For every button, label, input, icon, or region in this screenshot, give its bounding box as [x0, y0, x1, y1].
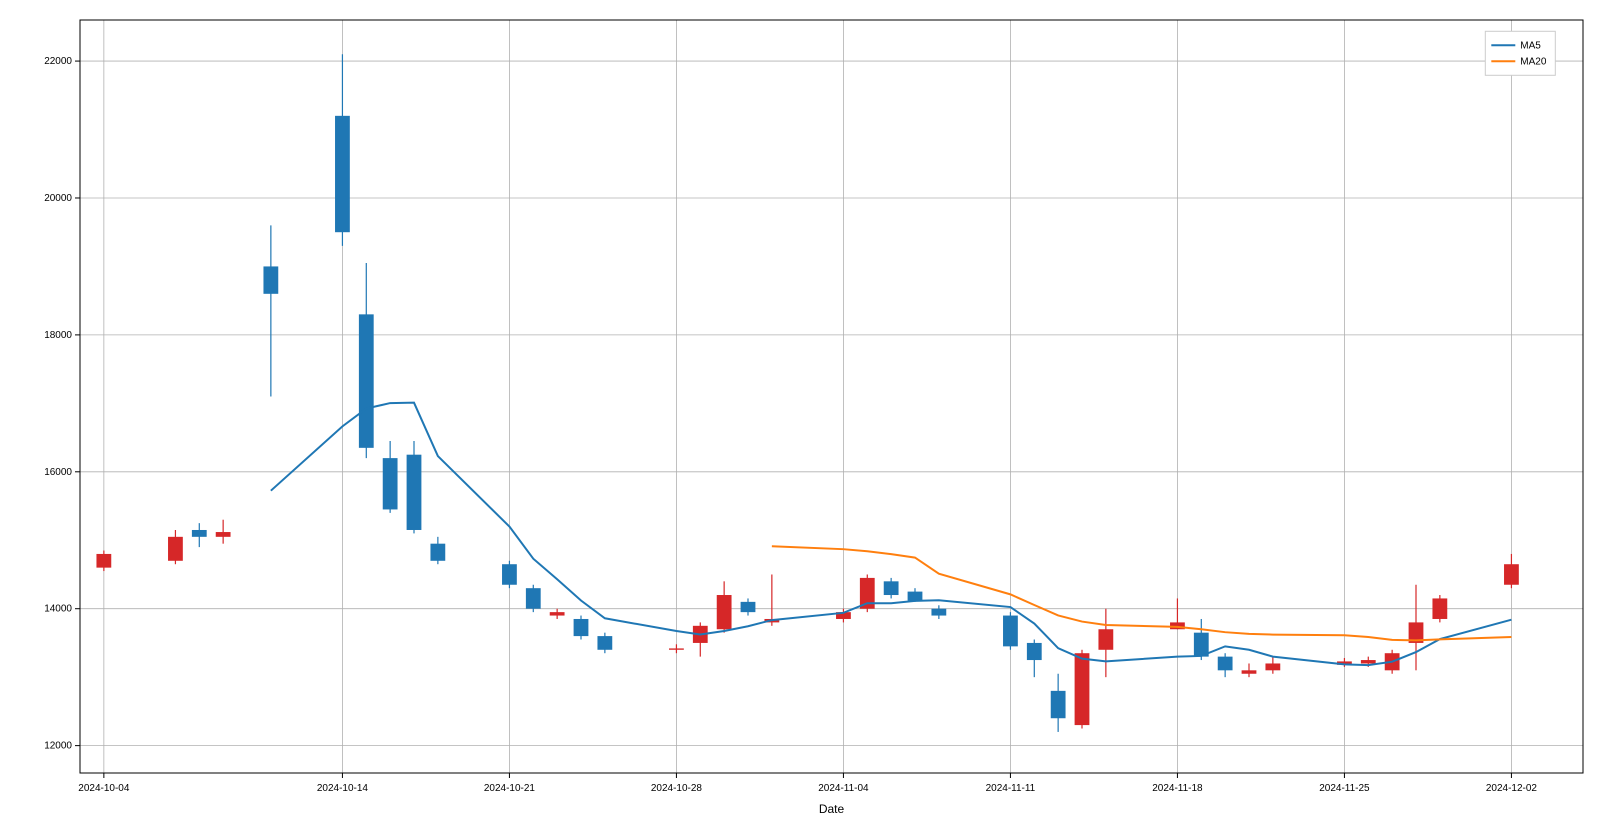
x-tick-label: 2024-10-04: [78, 783, 130, 794]
candle-body: [216, 532, 231, 537]
candle-body: [1242, 670, 1257, 673]
candle-body: [359, 314, 374, 447]
candle-body: [1003, 616, 1018, 647]
y-tick-label: 16000: [44, 467, 72, 478]
candlestick-chart: 12000 14000 16000 18000 20000 22000 2024-10-04…: [0, 0, 1623, 833]
candle-body: [741, 602, 756, 612]
candle-body: [1051, 691, 1066, 718]
candle-body: [407, 455, 422, 530]
y-tick-label: 18000: [44, 330, 72, 341]
legend: MA5 MA20: [1485, 31, 1555, 75]
candle-body: [1361, 660, 1376, 663]
chart-container: 12000 14000 16000 18000 20000 22000 2024-10-04…: [0, 0, 1623, 833]
candle-body: [1027, 643, 1042, 660]
candle-body: [1265, 663, 1280, 670]
candle-body: [931, 609, 946, 616]
candle-body: [1504, 564, 1519, 585]
y-tick-label: 12000: [44, 741, 72, 752]
candle-body: [1432, 598, 1447, 619]
y-tick-label: 22000: [44, 56, 72, 67]
candle-body: [526, 588, 541, 609]
candle-body: [574, 619, 589, 636]
x-tick-label: 2024-10-28: [651, 783, 703, 794]
x-tick-label: 2024-10-14: [317, 783, 369, 794]
candle-body: [168, 537, 183, 561]
candle-body: [550, 612, 565, 615]
candle-body: [335, 116, 350, 232]
y-tick-label: 14000: [44, 604, 72, 615]
legend-label: MA20: [1520, 56, 1547, 67]
candle-body: [1098, 629, 1113, 650]
x-tick-label: 2024-12-02: [1486, 783, 1538, 794]
candle-body: [1075, 653, 1090, 725]
x-tick-label: 2024-11-18: [1152, 783, 1203, 794]
legend-label: MA5: [1520, 40, 1541, 51]
candle-body: [908, 592, 923, 601]
candle-body: [192, 530, 207, 537]
candle-body: [430, 544, 445, 561]
x-tick-label: 2024-11-04: [818, 783, 869, 794]
candle-body: [96, 554, 111, 568]
y-tick-label: 20000: [44, 193, 72, 204]
x-axis-label: Date: [819, 802, 845, 816]
candle-body: [669, 648, 684, 649]
candle-body: [1218, 657, 1233, 671]
x-tick-label: 2024-11-11: [986, 783, 1036, 794]
x-tick-label: 2024-10-21: [484, 783, 536, 794]
candle-body: [502, 564, 517, 585]
candle-body: [383, 458, 398, 509]
candle-body: [717, 595, 732, 629]
candle-body: [263, 266, 278, 293]
candle-body: [884, 581, 899, 595]
candle-body: [597, 636, 612, 650]
x-tick-label: 2024-11-25: [1319, 783, 1370, 794]
